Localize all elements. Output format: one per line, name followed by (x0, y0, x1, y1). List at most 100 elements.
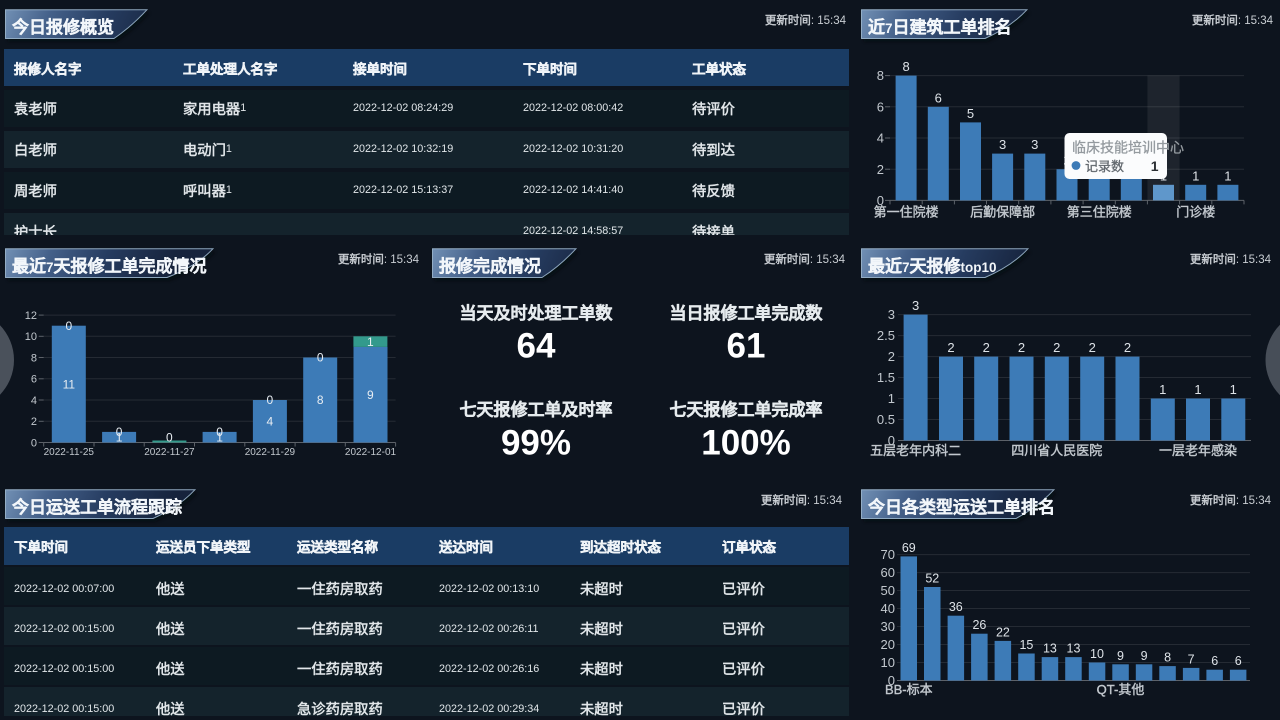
svg-text:2: 2 (947, 340, 954, 355)
svg-text:13: 13 (1043, 642, 1057, 656)
svg-text:更新时间: 15:34: 更新时间: 15:34 (1190, 493, 1272, 507)
svg-text:8: 8 (902, 59, 909, 74)
svg-text:更新时间: 15:34: 更新时间: 15:34 (765, 13, 847, 27)
svg-text:22: 22 (996, 625, 1010, 639)
svg-text:临床技能培训中心: 临床技能培训中心 (1072, 140, 1184, 156)
svg-text:3: 3 (912, 298, 919, 313)
svg-text:2: 2 (1089, 340, 1096, 355)
svg-text:7: 7 (1188, 652, 1195, 666)
svg-text:26: 26 (972, 618, 986, 632)
svg-text:64: 64 (517, 327, 556, 366)
svg-text:最近7天报修top10: 最近7天报修top10 (868, 256, 997, 276)
svg-text:2022-11-25: 2022-11-25 (44, 447, 95, 458)
svg-text:1: 1 (1224, 168, 1231, 183)
svg-text:1.5: 1.5 (877, 370, 895, 385)
svg-text:第一住院楼: 第一住院楼 (874, 205, 939, 220)
svg-text:36: 36 (949, 600, 963, 614)
svg-text:20: 20 (881, 637, 895, 652)
svg-text:今日报修概览: 今日报修概览 (12, 17, 114, 37)
svg-text:2.5: 2.5 (877, 328, 895, 343)
svg-text:8: 8 (1164, 651, 1171, 665)
svg-text:一层老年感染: 一层老年感染 (1159, 443, 1237, 458)
svg-text:更新时间: 15:34: 更新时间: 15:34 (1190, 252, 1272, 266)
svg-text:2: 2 (983, 340, 990, 355)
svg-text:1: 1 (1194, 382, 1201, 397)
svg-text:11: 11 (63, 377, 76, 391)
svg-text:更新时间: 15:34: 更新时间: 15:34 (764, 252, 846, 266)
svg-text:6: 6 (935, 90, 942, 105)
svg-text:七天报修工单及时率: 七天报修工单及时率 (460, 400, 613, 420)
svg-text:10: 10 (25, 331, 37, 343)
svg-text:后勤保障部: 后勤保障部 (970, 205, 1035, 220)
svg-text:99%: 99% (501, 424, 571, 463)
svg-text:0: 0 (65, 319, 72, 333)
svg-text:1: 1 (888, 391, 895, 406)
svg-text:8: 8 (877, 68, 884, 83)
svg-text:9: 9 (1117, 649, 1124, 663)
svg-text:QT-其他: QT-其他 (1097, 682, 1145, 697)
svg-text:10: 10 (1090, 647, 1104, 661)
svg-text:1: 1 (116, 430, 123, 444)
svg-text:0: 0 (317, 351, 324, 365)
svg-text:60: 60 (881, 565, 895, 580)
svg-text:2022-11-27: 2022-11-27 (144, 447, 195, 458)
svg-text:五层老年内科二: 五层老年内科二 (870, 443, 961, 458)
svg-text:1: 1 (1151, 158, 1159, 174)
svg-text:2: 2 (877, 162, 884, 177)
svg-text:6: 6 (877, 99, 884, 114)
svg-text:更新时间: 15:34: 更新时间: 15:34 (1192, 13, 1274, 27)
svg-text:1: 1 (1159, 382, 1166, 397)
svg-text:今日各类型运送工单排名: 今日各类型运送工单排名 (868, 497, 1055, 517)
svg-text:70: 70 (881, 547, 895, 562)
svg-text:更新时间: 15:34: 更新时间: 15:34 (338, 252, 420, 266)
svg-text:近7日建筑工单排名: 近7日建筑工单排名 (868, 17, 1012, 37)
svg-text:50: 50 (881, 583, 895, 598)
svg-text:1: 1 (216, 430, 223, 444)
svg-text:1: 1 (1192, 168, 1199, 183)
svg-text:30: 30 (881, 619, 895, 634)
svg-text:1: 1 (367, 335, 374, 349)
svg-text:52: 52 (925, 572, 939, 586)
svg-text:3: 3 (999, 137, 1006, 152)
svg-text:2: 2 (1124, 340, 1131, 355)
svg-text:3: 3 (1031, 137, 1038, 152)
svg-text:更新时间: 15:34: 更新时间: 15:34 (761, 493, 843, 507)
svg-text:2022-12-01: 2022-12-01 (345, 447, 397, 458)
svg-text:8: 8 (31, 352, 37, 364)
svg-text:0: 0 (31, 437, 37, 449)
svg-text:0: 0 (888, 433, 895, 448)
svg-text:0: 0 (116, 425, 123, 439)
svg-text:0: 0 (267, 393, 274, 407)
svg-text:第三住院楼: 第三住院楼 (1067, 205, 1132, 220)
svg-text:今日运送工单流程跟踪: 今日运送工单流程跟踪 (12, 497, 182, 517)
svg-text:0: 0 (166, 431, 173, 445)
svg-text:四川省人民医院: 四川省人民医院 (1011, 443, 1102, 458)
svg-text:当日报修工单完成数: 当日报修工单完成数 (670, 303, 824, 323)
svg-text:9: 9 (367, 388, 374, 402)
svg-text:4: 4 (31, 395, 37, 407)
svg-text:1: 1 (1230, 382, 1237, 397)
svg-text:2022-11-29: 2022-11-29 (245, 447, 296, 458)
svg-text:0: 0 (888, 673, 895, 688)
svg-text:4: 4 (877, 131, 884, 146)
svg-text:10: 10 (881, 655, 895, 670)
svg-text:2: 2 (888, 349, 895, 364)
svg-text:61: 61 (727, 327, 766, 366)
svg-text:0: 0 (216, 425, 223, 439)
svg-text:15: 15 (1019, 638, 1033, 652)
svg-text:记录数: 记录数 (1085, 159, 1124, 174)
svg-text:门诊楼: 门诊楼 (1176, 205, 1215, 220)
svg-text:2: 2 (1018, 340, 1025, 355)
svg-text:6: 6 (1235, 654, 1242, 668)
svg-text:报修完成情况: 报修完成情况 (439, 256, 541, 276)
svg-text:七天报修工单完成率: 七天报修工单完成率 (670, 400, 823, 420)
svg-text:2: 2 (1053, 340, 1060, 355)
svg-text:0: 0 (877, 193, 884, 208)
svg-text:13: 13 (1067, 642, 1081, 656)
svg-text:6: 6 (31, 374, 37, 386)
svg-text:BB-标本: BB-标本 (885, 682, 933, 697)
svg-text:3: 3 (888, 307, 895, 322)
svg-text:100%: 100% (701, 424, 791, 463)
svg-text:8: 8 (317, 393, 324, 407)
svg-text:69: 69 (902, 541, 916, 555)
